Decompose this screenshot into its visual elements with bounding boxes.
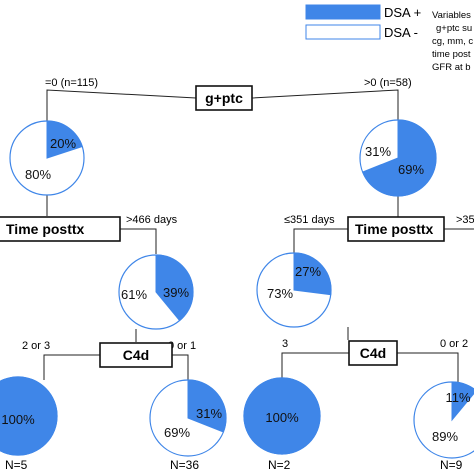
- pie-label-negative: 89%: [432, 429, 458, 444]
- pie-label-positive: 11%: [445, 390, 470, 405]
- pie-chart: 69% 31%: [359, 119, 437, 197]
- pie-slice-dsa-positive: [243, 377, 321, 455]
- pie-label-positive: 100%: [1, 412, 35, 427]
- pie-label-negative: 69%: [164, 425, 190, 440]
- legend-swatch-dsa-negative: [305, 24, 381, 40]
- edge-time-right-left: [293, 228, 348, 253]
- edge-label: >35: [456, 214, 474, 226]
- note-line: g+ptc su: [436, 23, 472, 34]
- node-label: C4d: [123, 347, 149, 363]
- edge-labels: =0 (n=115) >0 (n=58) >466 days ≤351 days…: [22, 77, 474, 352]
- pie-label-positive: 100%: [265, 410, 299, 425]
- pie-chart: 100% N=5: [0, 376, 58, 472]
- pie-slice-dsa-positive: [451, 381, 474, 422]
- variables-note: Variables g+ptc su cg, mm, c time post G…: [432, 10, 473, 73]
- node-g-ptc: g+ptc: [195, 85, 253, 111]
- pie-chart: 20% 80%: [9, 120, 85, 196]
- pie-label-negative: 73%: [267, 286, 293, 301]
- legend-label-dsa-positive: DSA +: [384, 5, 421, 20]
- legend: DSA + DSA -: [305, 4, 421, 40]
- pie-chart: 11% 89% N=9: [413, 381, 474, 472]
- edge-root-left: [46, 89, 197, 121]
- edge-c4d-right-right: [397, 352, 459, 384]
- pie-chart: 39% 61%: [118, 254, 194, 330]
- pie-chart: 100% N=2: [243, 377, 321, 472]
- note-line: cg, mm, c: [432, 36, 473, 47]
- edge-label: 3: [282, 338, 288, 350]
- pie-chart: 27%73%: [256, 252, 332, 328]
- note-line: Variables: [432, 10, 471, 21]
- pie-slice-dsa-positive: [187, 379, 227, 433]
- edge-c4d-left-right: [172, 354, 189, 380]
- node-label: g+ptc: [205, 90, 243, 106]
- pie-label-negative: 80%: [25, 167, 51, 182]
- edge-label: >466 days: [126, 214, 178, 226]
- node-label: Time posttx: [355, 221, 434, 237]
- pie-label-positive: 27%: [295, 264, 321, 279]
- pie-slice-dsa-positive: [46, 120, 83, 159]
- note-line: time post: [432, 49, 471, 60]
- pie-slice-dsa-positive: [155, 254, 194, 322]
- legend-swatch-dsa-positive: [305, 4, 381, 20]
- edge-label: 2 or 3: [22, 340, 50, 352]
- node-label: Time posttx: [6, 221, 85, 237]
- pie-label-positive: 69%: [398, 162, 424, 177]
- node-c4d-right: C4d: [348, 340, 398, 366]
- edge-label: ≤351 days: [284, 214, 335, 226]
- pie-slice-dsa-positive: [362, 119, 437, 197]
- pie-count-label: N=5: [5, 458, 28, 472]
- node-time-posttx-right: Time posttx: [347, 216, 445, 242]
- pie-label-positive: 31%: [196, 406, 222, 421]
- note-line: GFR at b: [432, 62, 471, 73]
- legend-label-dsa-negative: DSA -: [384, 25, 418, 40]
- edge-label: 0 or 2: [440, 338, 468, 350]
- pie-count-label: N=9: [440, 458, 463, 472]
- pie-label-positive: 20%: [50, 136, 76, 151]
- pie-slice-dsa-positive: [0, 376, 58, 456]
- edge-label: =0 (n=115): [45, 77, 98, 89]
- edge-label: >0 (n=58): [364, 77, 412, 89]
- pie-label-negative: 31%: [365, 144, 391, 159]
- edge-root-right: [251, 89, 399, 121]
- tree-edges: [43, 89, 474, 384]
- edge-c4d-right-left: [281, 352, 349, 380]
- node-time-posttx-left: Time posttx: [0, 216, 121, 242]
- edge-label: 0 or 1: [168, 340, 196, 352]
- pie-count-label: N=36: [170, 458, 199, 472]
- pie-count-label: N=2: [268, 458, 291, 472]
- pie-label-positive: 39%: [163, 285, 189, 300]
- pie-slice-dsa-positive: [293, 252, 332, 296]
- edge-time-left-right: [120, 228, 157, 254]
- pie-chart: 31% 69% N=36: [149, 379, 227, 472]
- node-label: C4d: [360, 345, 386, 361]
- node-c4d-left: C4d: [99, 342, 173, 368]
- pie-label-negative: 61%: [121, 287, 147, 302]
- edge-c4d-left-left: [43, 354, 100, 380]
